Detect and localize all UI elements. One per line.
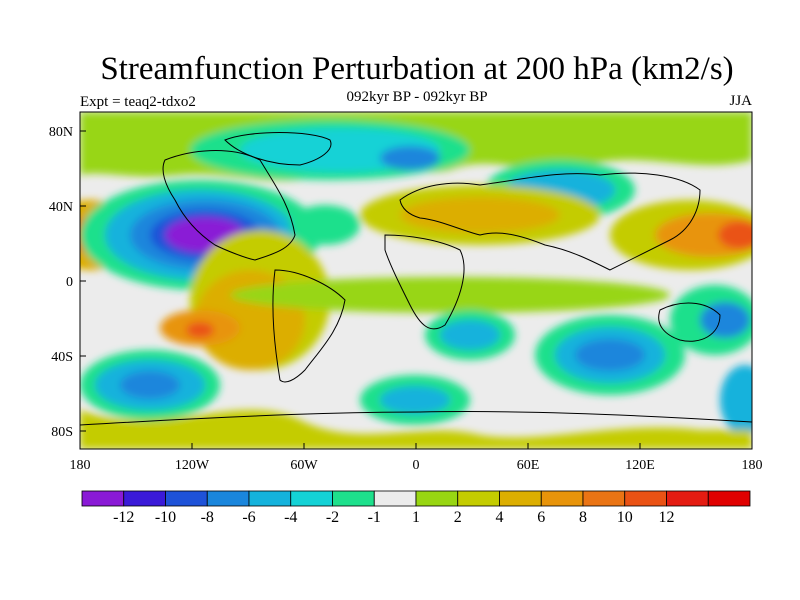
colorbar-tick-label: 6 — [537, 509, 545, 526]
colorbar-tick-label: 12 — [659, 509, 675, 526]
colorbar-swatch — [332, 490, 375, 507]
colorbar-swatch — [165, 490, 208, 507]
colorbar-swatch — [707, 490, 751, 507]
colorbar-swatch — [123, 490, 166, 507]
colorbar-tick-label: 2 — [454, 509, 462, 526]
colorbar-tick-label: -4 — [284, 509, 297, 526]
lat-label: 40N — [49, 200, 73, 215]
colorbar-swatch — [499, 490, 542, 507]
lon-label: 60W — [290, 458, 318, 473]
lat-label: 40S — [51, 350, 73, 365]
colorbar-swatch — [540, 490, 584, 507]
lat-label: 0 — [66, 275, 73, 290]
coastlines — [80, 132, 752, 426]
colorbar-labels: -12 -10 -8 -6 -4 -2 -1 1 2 4 6 8 10 12 — [113, 509, 674, 526]
colorbar-tick-label: -1 — [368, 509, 381, 526]
colorbar-swatch — [624, 490, 667, 507]
colorbar-swatch — [415, 490, 459, 507]
colorbar-swatch — [666, 490, 709, 507]
experiment-label: Expt = teaq2-tdxo2 — [80, 94, 196, 110]
colorbar-tick-label: 1 — [412, 509, 420, 526]
colorbar-tick-label: -6 — [242, 509, 255, 526]
colorbar-swatch — [290, 490, 333, 507]
colorbar-swatch — [206, 490, 250, 507]
colorbar-tick-label: 8 — [579, 509, 587, 526]
lat-label: 80S — [51, 425, 73, 440]
colorbar-tick-label: 10 — [617, 509, 633, 526]
colorbar-tick-label: 4 — [496, 509, 504, 526]
streamfunction-field — [80, 112, 752, 449]
figure-subtitle: 092kyr BP - 092kyr BP — [346, 89, 488, 105]
lat-label: 80N — [49, 125, 73, 140]
colorbar-tick-label: -8 — [201, 509, 214, 526]
colorbar-tick-label: -12 — [113, 509, 134, 526]
colorbar — [81, 490, 751, 507]
colorbar-tick-label: -2 — [326, 509, 339, 526]
axis-ticks — [79, 130, 753, 449]
figure-title: Streamfunction Perturbation at 200 hPa (… — [100, 51, 734, 87]
colorbar-swatch — [582, 490, 626, 507]
season-label: JJA — [729, 93, 752, 109]
colorbar-swatch — [248, 490, 292, 507]
colorbar-swatch — [81, 490, 125, 507]
lon-label: 60E — [517, 458, 540, 473]
colorbar-swatch — [373, 490, 417, 507]
lon-label: 180 — [70, 458, 91, 473]
lon-label: 180 — [742, 458, 763, 473]
colorbar-swatch — [457, 490, 500, 507]
lon-label: 0 — [413, 458, 420, 473]
colorbar-tick-label: -10 — [155, 509, 176, 526]
lon-label: 120E — [625, 458, 655, 473]
lon-label: 120W — [175, 458, 210, 473]
